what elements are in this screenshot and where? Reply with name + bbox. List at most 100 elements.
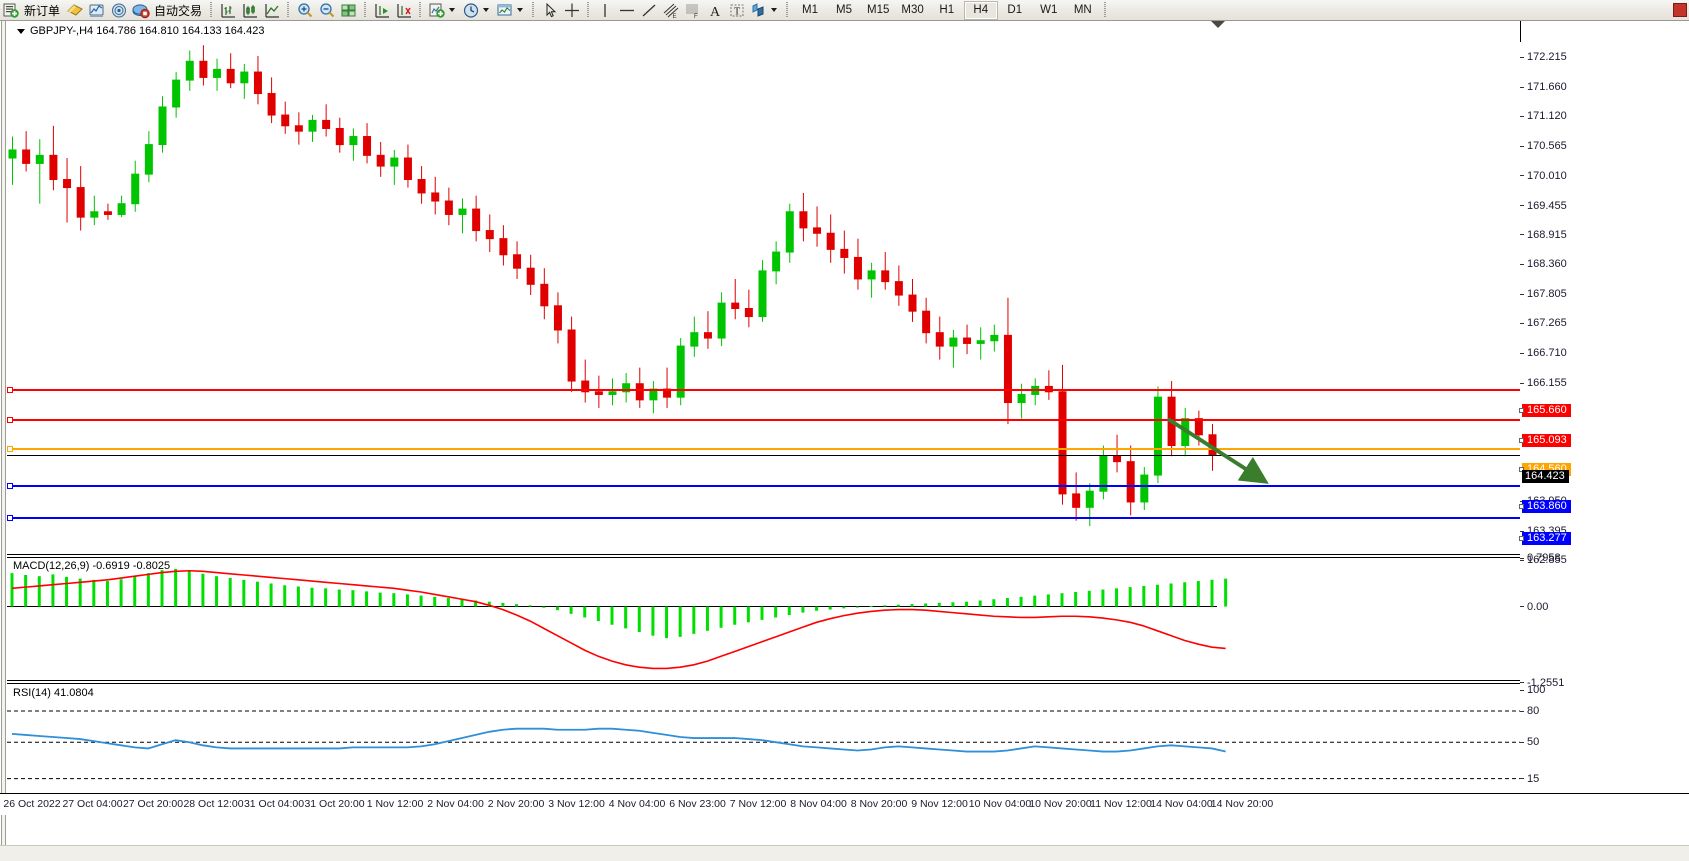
candle [717,292,726,347]
timeframe-m15[interactable]: M15 [867,4,890,16]
templates-button[interactable] [494,1,528,20]
equidistant-channel-button[interactable]: E [660,1,682,20]
macd-histogram-bar [92,579,96,607]
period-button[interactable] [460,1,494,20]
timeframe-w1[interactable]: W1 [1040,4,1058,16]
auto-trading-icon [132,2,150,19]
price-tick: 171.660 [1520,81,1567,93]
macd-histogram-bar [501,602,505,607]
chevron-down-icon[interactable] [483,8,490,12]
price-tick: 166.710 [1520,347,1567,359]
macd-histogram-bar [651,606,655,636]
macd-histogram-bar [692,606,696,634]
horizontal-line-button[interactable] [616,1,638,20]
price-badge-last-price[interactable]: 164.423 [1522,470,1569,484]
macd-histogram-bar [869,605,873,607]
price-tick: 169.455 [1520,200,1567,212]
macd-histogram-bar [610,606,614,625]
badge-handle[interactable] [1519,407,1524,413]
toolbar-separator [531,2,537,18]
crosshair-button[interactable] [561,1,583,20]
vertical-line-button[interactable] [594,1,616,20]
badge-handle[interactable] [1519,504,1524,510]
close-icon[interactable] [1673,3,1687,17]
timeframe-d1[interactable]: D1 [1007,4,1023,16]
candle [1099,445,1108,500]
chevron-down-icon[interactable] [17,28,25,34]
chart-shift-button[interactable] [371,1,393,20]
shapes-button[interactable] [748,1,782,20]
chart-canvas[interactable]: GBPJPY-,H4 164.786 164.810 164.133 164.4… [0,21,1689,861]
tile-windows-button[interactable] [338,1,360,20]
chart-left-frame [0,21,7,861]
timeframe-m1[interactable]: M1 [802,4,819,16]
timeframe-h1[interactable]: H1 [939,4,955,16]
timeframe-m5[interactable]: M5 [836,4,853,16]
chevron-down-icon[interactable] [771,8,778,12]
indicators-button[interactable] [426,1,460,20]
candle [131,160,140,212]
price-pane[interactable]: GBPJPY-,H4 164.786 164.810 164.133 164.4… [7,21,1520,553]
rsi-scale-tick: 100 [1520,684,1545,696]
zoom-out-button[interactable] [316,1,338,20]
line-chart-button[interactable] [261,1,283,20]
candle [199,45,208,86]
candle [990,324,999,352]
text-label-icon: T [728,2,746,19]
candle [308,115,317,142]
zoom-in-button[interactable] [294,1,316,20]
trendline-button[interactable] [638,1,660,20]
price-badge-resistance-1[interactable]: 165.660 [1519,403,1571,417]
time-axis: 26 Oct 2022 27 Oct 04:00 27 Oct 20:00 28 Oc… [0,793,1689,815]
data-window-button[interactable] [108,1,130,20]
badge-handle[interactable] [1519,535,1524,541]
rsi-pane[interactable]: RSI(14) 41.0804 [7,685,1520,789]
candle [103,203,112,220]
candle [444,187,453,226]
bar-chart-button[interactable] [217,1,239,20]
badge-handle[interactable] [1519,438,1524,444]
text-button[interactable]: A [704,1,726,20]
macd-pane[interactable]: MACD(12,26,9) -0.6919 -0.8025 [7,558,1520,683]
timeframe-h4[interactable]: H4 [963,0,998,20]
price-badge-support-1[interactable]: 163.860 [1519,500,1571,514]
macd-signal-line [11,569,1226,670]
price-candles [8,45,1217,527]
price-tick: 162.855 [1520,554,1567,566]
price-scale[interactable]: 172.215 171.660 171.120 170.565 170.010 169.4… [1519,42,1689,789]
macd-histogram-bar [269,583,273,607]
fibonacci-button[interactable]: F [682,1,704,20]
auto-trading-button[interactable]: 自动交易 [130,1,206,20]
fibonacci-icon: F [684,2,702,20]
zoom-in-icon [296,2,314,19]
expert-advisors-button[interactable] [64,1,86,20]
macd-histogram-bar [187,571,191,607]
vertical-line-icon [596,2,614,19]
horizontal-scrollbar[interactable] [0,845,1689,861]
macd-histogram-bar [828,606,832,610]
macd-histogram-bar [1196,581,1200,607]
price-tick-label: 171.120 [1527,110,1567,123]
price-badge-support-2[interactable]: 163.277 [1519,531,1571,545]
bar-chart-icon [219,2,237,19]
market-watch-button[interactable] [86,1,108,20]
candle [90,195,99,226]
svg-text:F: F [694,14,698,20]
candlestick-chart-button[interactable] [239,1,261,20]
timeframe-m30[interactable]: M30 [901,4,924,16]
price-badge-resistance-2[interactable]: 165.093 [1519,434,1571,448]
chevron-down-icon[interactable] [517,8,524,12]
candle [226,53,235,89]
timeframe-mn[interactable]: MN [1073,4,1092,16]
auto-scroll-button[interactable] [393,1,415,20]
text-label-button[interactable]: T [726,1,748,20]
badge-handle[interactable] [1519,466,1524,472]
new-order-button[interactable]: 新订单 [0,1,64,20]
chevron-down-icon[interactable] [449,8,456,12]
pane-separator-2 [7,680,1689,681]
macd-histogram-bar [678,606,682,637]
cursor-button[interactable] [539,1,561,20]
candle [472,195,481,242]
macd-histogram-bar [542,606,546,608]
chart-shift-marker[interactable] [1211,21,1225,28]
